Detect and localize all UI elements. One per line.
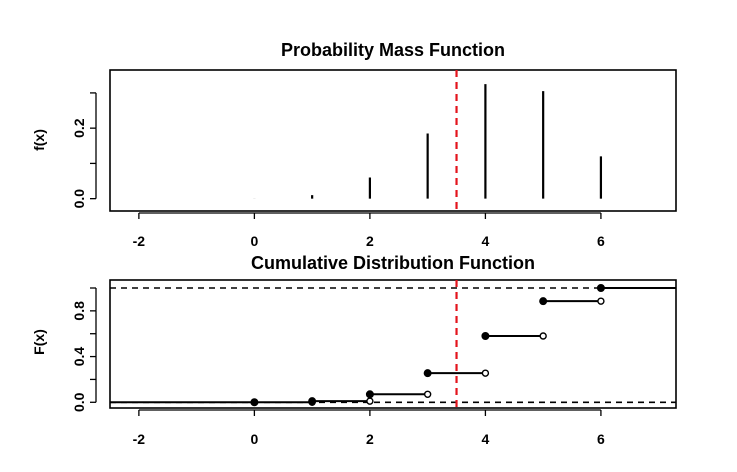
pmf-plot-area: -2 0 2 4 6 0.0 0.2	[71, 69, 677, 249]
cdf-open-point	[539, 332, 547, 340]
pmf-x-tick-label: 4	[482, 233, 490, 249]
cdf-x-tick-label: 4	[482, 431, 490, 447]
cdf-open-point	[597, 297, 605, 305]
cdf-closed-point	[596, 284, 605, 292]
cdf-open-point	[423, 390, 432, 398]
pmf-y-axis-label: f(x)	[31, 129, 47, 151]
cdf-closed-point	[539, 297, 548, 306]
cdf-x-tick-label: 0	[250, 431, 258, 447]
cdf-y-tick-label: 0.8	[71, 301, 87, 321]
cdf-y-axis-label: F(x)	[31, 329, 47, 355]
cdf-plot-frame	[109, 279, 677, 409]
pmf-title: Probability Mass Function	[281, 40, 505, 60]
cdf-x-tick-label: -2	[133, 431, 146, 447]
cdf-closed-point	[423, 369, 432, 378]
pmf-x-tick-label: -2	[133, 233, 146, 249]
cdf-y-tick-label: 0.4	[71, 347, 87, 367]
pmf-y-tick-label: 0.0	[71, 189, 87, 209]
cdf-open-point	[481, 369, 490, 377]
cdf-plot-area: -2 0 2 4 6 0.0 0.4 0.8	[71, 279, 677, 447]
cdf-open-point	[366, 397, 374, 405]
cdf-closed-point	[308, 397, 317, 406]
pmf-plot-frame	[109, 69, 677, 212]
cdf-y-tick-label: 0.0	[71, 392, 87, 412]
cdf-closed-point	[481, 332, 490, 340]
cdf-closed-point	[365, 390, 374, 399]
pmf-x-tick-label: 0	[250, 233, 258, 249]
cdf-closed-point	[250, 398, 259, 407]
pmf-panel: Probability Mass Function f(x) -2 0 2 4 6 0.0…	[31, 40, 677, 249]
pmf-x-tick-label: 2	[366, 233, 374, 249]
cdf-x-tick-label: 2	[366, 431, 374, 447]
pmf-y-tick-label: 0.2	[71, 118, 87, 138]
cdf-x-tick-label: 6	[597, 431, 605, 447]
cdf-title: Cumulative Distribution Function	[251, 253, 535, 273]
pmf-x-tick-label: 6	[597, 233, 605, 249]
cdf-panel: Cumulative Distribution Function F(x) -2…	[31, 253, 677, 447]
